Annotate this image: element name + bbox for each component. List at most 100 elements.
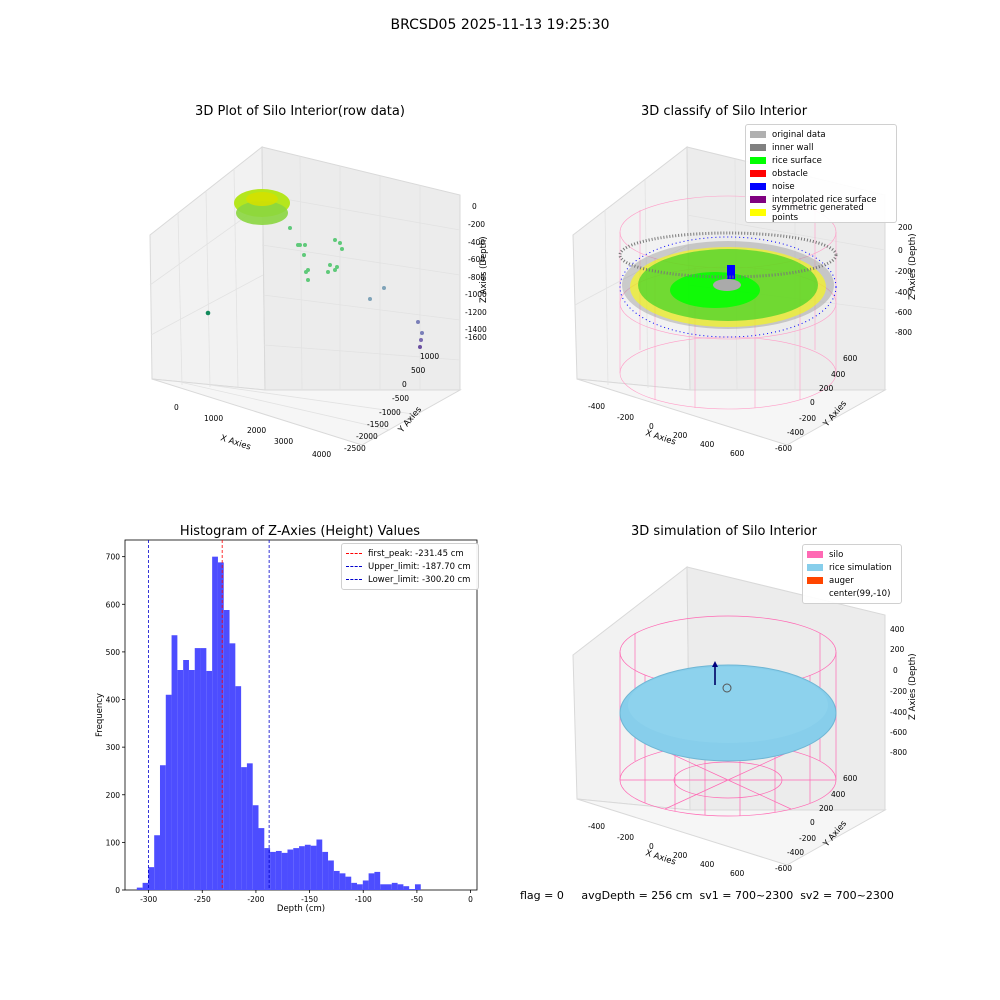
legend-item: silo [807,548,897,561]
histogram-bar [368,873,375,890]
histogram-bar [159,765,166,890]
y-tick: 600 [843,774,858,783]
histogram-bar [362,880,369,890]
histogram-bar [258,828,265,890]
x-tick: -200 [617,413,634,422]
z-tick: -400 [890,708,907,717]
y-tick: -2500 [344,444,366,453]
histogram-bar [281,852,288,890]
z-axis-label: Z Axies (Depth) [908,653,918,720]
legend-item: rice surface [750,154,892,167]
y-tick: -600 [775,444,792,453]
z-axis-label: Z Axies (Depth) [479,236,489,303]
histogram-chart: -300 -250 -200 -150 -100 -50 0 0 100 200 300 400 50… [95,539,478,914]
histogram-bar [223,610,230,890]
histogram-bar [304,844,311,890]
histogram-legend: first_peak: -231.45 cm Upper_limit: -187… [341,543,479,590]
y-tick: -200 [799,414,816,423]
simulation-plot-title: 3D simulation of Silo Interior [631,524,817,539]
y-tick-label: 500 [106,648,121,657]
z-tick: 0 [472,202,477,211]
z-tick: 0 [898,246,903,255]
histogram-bar [409,889,415,890]
y-tick: -600 [775,864,792,873]
histogram-bar [206,670,213,890]
simulation-3d-plot: -400 -200 0 200 400 600 600 400 200 0 -2… [572,565,918,878]
z-tick: -400 [468,238,485,247]
x-tick: 400 [700,440,715,449]
z-tick: -1600 [465,333,487,342]
histogram-bar [229,643,236,890]
y-tick: 600 [843,354,858,363]
raw-3d-box [149,145,462,446]
simulation-legend: silo rice simulation auger center(99,-10… [802,544,902,604]
z-tick: -200 [890,687,907,696]
y-tick: -1000 [379,408,401,417]
histogram-bar [264,848,271,890]
legend-item: Lower_limit: -300.20 cm [346,573,474,586]
classify-axes-ticks: -400 -200 0 200 400 600 600 400 200 0 -2… [588,223,913,458]
histogram-bar [188,670,195,890]
y-tick: -2000 [356,432,378,441]
histogram-bar [148,867,155,890]
legend-item: center(99,-10) [829,588,891,599]
y-tick: 200 [819,804,834,813]
z-tick: -800 [468,273,485,282]
x-tick: -400 [588,402,605,411]
histogram-bar [194,648,201,890]
x-tick: 600 [730,869,745,878]
histogram-bar [270,851,276,890]
y-tick: 400 [831,790,846,799]
z-tick: 200 [890,645,905,654]
raw-3d-plot: 0 1000 2000 3000 4000 1000 500 0 -500 -1… [149,145,489,459]
x-tick-label: -300 [140,895,157,904]
z-tick: -600 [895,308,912,317]
histogram-bar [275,850,282,890]
flag-text: flag = 0 [520,889,564,902]
x-tick: 0 [649,422,654,431]
y-tick-label: 700 [106,553,121,562]
classify-plot-title: 3D classify of Silo Interior [640,104,808,119]
histogram-bar [397,884,404,890]
x-axis-label: X Axies [219,433,252,452]
x-tick-label: 0 [468,895,473,904]
histogram-bar [154,835,160,890]
z-tick: -400 [895,288,912,297]
y-tick: -500 [392,394,409,403]
histogram-bar [403,886,410,890]
legend-item: rice simulation [807,561,897,574]
histogram-bar [165,694,172,890]
histogram-bar [414,884,421,890]
histogram-bar [183,660,189,890]
histogram-bar [200,648,207,890]
y-tick: -400 [787,428,804,437]
simulation-axes-ticks: -400 -200 0 200 400 600 600 400 200 0 -2… [588,625,907,878]
x-tick: 400 [700,860,715,869]
z-tick: -600 [890,728,907,737]
z-tick: 400 [890,625,905,634]
y-tick: -200 [799,834,816,843]
legend-item: original data [750,128,892,141]
histogram-bar [212,556,218,890]
y-tick: 1000 [420,352,439,361]
histogram-bar [142,882,149,890]
histogram-bar [374,871,381,890]
z-tick: 200 [898,223,913,232]
histogram-bar [246,763,253,890]
histogram-bar [177,670,184,890]
status-footer: flag = 0 avgDepth = 256 cm sv1 = 700~230… [520,889,894,902]
x-tick-label: -50 [411,895,423,904]
raw-scatter-points [205,189,424,349]
rice-simulation-surface [619,664,837,762]
y-tick-label: 200 [106,791,121,800]
histogram-bars [136,556,421,890]
histogram-title: Histogram of Z-Axies (Height) Values [179,524,421,539]
histogram-bar [293,848,300,890]
x-tick-label: -150 [301,895,318,904]
z-tick: -200 [468,220,485,229]
legend-item: obstacle [750,167,892,180]
histogram-bar [136,887,143,890]
histogram-bar [328,860,334,890]
z-tick: -1000 [465,290,487,299]
legend-item: first_peak: -231.45 cm [346,547,474,560]
